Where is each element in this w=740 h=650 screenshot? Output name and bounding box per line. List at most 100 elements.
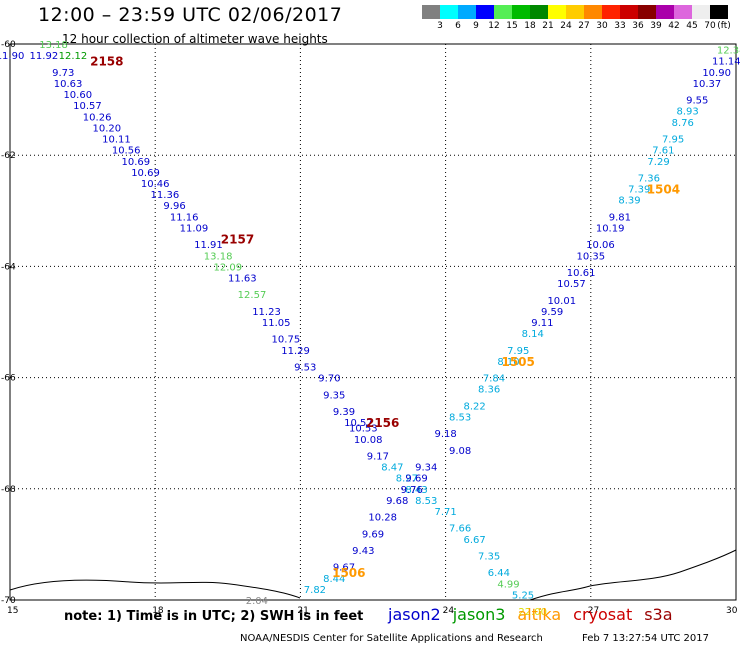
swh-value: 10.75: [272, 335, 301, 346]
satellite-jason3: jason3: [452, 605, 506, 624]
satellite-legend: jason2 jason3 altika cryosat s3a: [388, 605, 685, 624]
legend-swatch: [620, 5, 638, 19]
swh-value: 10.57: [557, 279, 586, 290]
swh-value: 8.44: [323, 574, 345, 585]
swh-value: 7.39: [628, 185, 650, 196]
swh-value: 9.67: [333, 563, 355, 574]
swh-value: 8.10: [497, 357, 519, 368]
swh-value: 9.69: [362, 529, 384, 540]
legend-swatch: [440, 5, 458, 19]
swh-value: 7.66: [449, 524, 471, 535]
legend-value: 33: [614, 21, 626, 31]
swh-value: 10.90: [702, 68, 731, 79]
swh-value: 11.92: [30, 51, 59, 62]
swh-value: 10.61: [567, 268, 596, 279]
legend-swatch: [494, 5, 512, 19]
swh-value: 10.08: [354, 435, 383, 446]
satellite-jason2: jason2: [388, 605, 441, 624]
swh-value: 8.36: [478, 385, 500, 396]
legend-swatch: [458, 5, 476, 19]
swh-value: 9.39: [333, 407, 355, 418]
swh-value: 10.28: [368, 513, 397, 524]
footer-timestamp: Feb 7 13:27:54 UTC 2017: [582, 633, 709, 644]
swh-value: 11.16: [170, 212, 199, 223]
legend-swatch: [674, 5, 692, 19]
lon-tick-label: 30: [726, 606, 738, 616]
legend-swatch: [476, 5, 494, 19]
legend-value: 6: [455, 21, 461, 31]
note-text: note: 1) Time is in UTC; 2) SWH is in fe…: [64, 609, 364, 624]
swh-value: 12.09: [213, 262, 242, 273]
swh-value: 7.95: [507, 346, 529, 357]
swh-value: 10.20: [92, 123, 121, 134]
pass-number: 2157: [221, 233, 254, 247]
swh-value: 13.18: [204, 251, 233, 262]
legend-value: 27: [578, 21, 590, 31]
swh-value: 11.05: [262, 318, 291, 329]
swh-value: 8.22: [464, 401, 486, 412]
lon-tick-label: 15: [7, 606, 18, 616]
swh-value: 12.57: [238, 290, 267, 301]
swh-value: 11.23: [252, 307, 281, 318]
legend-value: 70: [704, 21, 716, 31]
coastline: [9, 549, 737, 601]
pass-number: 2156: [366, 416, 399, 430]
legend-swatch: [602, 5, 620, 19]
swh-value: 12.12: [59, 51, 88, 62]
coastline-west: [9, 579, 301, 599]
swh-value: 8.93: [676, 107, 698, 118]
legend-swatch: [692, 5, 710, 19]
lat-tick-label: -68: [1, 485, 16, 495]
swh-value: 10.11: [102, 135, 131, 146]
graticule: [10, 44, 736, 600]
swh-value: 10.06: [586, 240, 615, 251]
swh-value: 10.69: [131, 168, 160, 179]
satellite-altika: altika: [517, 605, 562, 624]
swh-value: 11.91: [194, 240, 223, 251]
swh-value: 8.27: [396, 474, 418, 485]
axis-ticks: 15 18 21 24 27 30 -60 -62 -64 -66 -68 -70: [1, 40, 738, 616]
swh-value: 22.00: [518, 607, 547, 618]
swh-value: 9.73: [52, 68, 74, 79]
swh-value: 9.70: [318, 374, 340, 385]
swh-value: 11.90: [0, 51, 24, 62]
swh-value: 9.59: [541, 307, 563, 318]
swh-value: 10.63: [54, 79, 83, 90]
swh-value: 8.53: [449, 413, 471, 424]
swh-value: 9.81: [609, 212, 631, 223]
swh-value: 9.53: [294, 362, 316, 373]
legend-swatch: [548, 5, 566, 19]
swh-value: 8.14: [522, 329, 544, 340]
lon-tick-label: 21: [297, 606, 308, 616]
swh-value: 9.96: [163, 201, 185, 212]
legend-value: 24: [560, 21, 572, 31]
swh-value: 7.29: [647, 157, 669, 168]
swh-value: 7.95: [662, 135, 684, 146]
swh-value: 2.04: [246, 596, 268, 607]
lat-tick-label: -66: [1, 374, 16, 384]
legend-value: 21: [542, 21, 554, 31]
swh-value: 8.43: [405, 485, 427, 496]
swh-value: 11.36: [151, 190, 180, 201]
legend-value: 36: [632, 21, 644, 31]
swh-value: 7.84: [483, 374, 505, 385]
lon-tick-label: 24: [443, 606, 455, 616]
swh-value: 13.18: [39, 40, 68, 51]
swh-value: 11.63: [228, 274, 257, 285]
pass-number: 1504: [647, 183, 680, 197]
swh-value: 10.56: [112, 146, 141, 157]
swh-value: 7.82: [304, 585, 326, 596]
swh-value: 10.26: [83, 112, 112, 123]
swh-value: 9.68: [386, 496, 408, 507]
swh-value: 7.71: [434, 507, 456, 518]
legend-swatch: [638, 5, 656, 19]
swh-value: 9.08: [449, 446, 471, 457]
legend-value: 42: [668, 21, 680, 31]
legend-value: 39: [650, 21, 662, 31]
lat-tick-label: -60: [1, 40, 16, 50]
pass-labels: 2158 2157 2156 1506 1505 1504: [90, 55, 680, 581]
page-title: 12:00 – 23:59 UTC 02/06/2017: [38, 4, 343, 26]
coastline-east: [529, 549, 737, 601]
page-subtitle: 12 hour collection of altimeter wave hei…: [62, 32, 328, 46]
swh-value: 7.36: [638, 173, 660, 184]
